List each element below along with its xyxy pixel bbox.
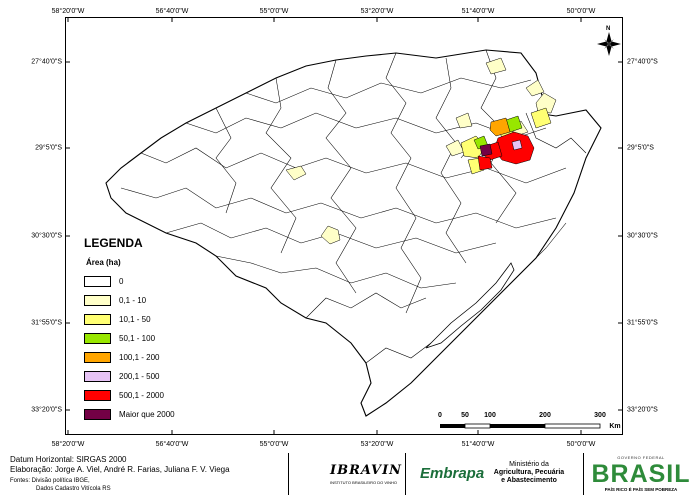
coord-right-2: 29°5'0"S — [627, 144, 654, 152]
ibravin-logo: IBRAVIN — [330, 463, 403, 478]
legend-item: 0,1 - 10 — [84, 294, 146, 307]
frame-ticks — [66, 18, 622, 434]
legend-item: 500,1 - 2000 — [84, 389, 164, 402]
coord-right-5: 33°20'0"S — [627, 406, 658, 414]
legend-label: 200,1 - 500 — [119, 372, 160, 381]
coord-right-3: 30°30'0"S — [627, 232, 658, 240]
coord-top-5: 51°40'0"W — [461, 8, 495, 15]
legend-item: 50,1 - 100 — [84, 332, 155, 345]
source-text-1: Fontes: Divisão política IBGE, — [10, 478, 90, 484]
coord-left-2: 29°5'0"S — [35, 144, 62, 152]
credits-text: Elaboração: Jorge A. Viel, André R. Fari… — [10, 465, 230, 474]
coord-right-4: 31°55'0"S — [627, 319, 658, 327]
legend-label: Maior que 2000 — [119, 410, 175, 419]
footer-separator-1 — [288, 453, 289, 495]
gov-federal-label: GOVERNO FEDERAL — [617, 455, 665, 460]
legend-swatch — [84, 390, 111, 401]
coord-bottom-1: 58°20'0"W — [51, 441, 85, 448]
coord-right-1: 27°40'0"S — [627, 58, 658, 66]
ministry-logo: Ministério da Agricultura, Pecuária e Ab… — [488, 461, 570, 485]
legend-label: 10,1 - 50 — [119, 315, 151, 324]
legend-label: 0,1 - 10 — [119, 296, 147, 305]
scale-label-0: 0 — [438, 412, 442, 419]
footer-separator-3 — [583, 453, 584, 495]
legend-item: 200,1 - 500 — [84, 370, 159, 383]
coord-bottom-5: 51°40'0"W — [461, 441, 495, 448]
lilac-areas — [511, 139, 523, 151]
coord-left-1: 27°40'0"S — [31, 58, 62, 66]
legend-label: 100,1 - 200 — [119, 353, 160, 362]
embrapa-logo: Embrapa — [420, 465, 485, 482]
orange-areas — [489, 117, 511, 137]
legend-item: 100,1 - 200 — [84, 351, 159, 364]
coord-left-5: 33°20'0"S — [31, 406, 62, 414]
scale-label-100: 100 — [484, 412, 496, 419]
scale-label-50: 50 — [461, 412, 469, 419]
legend-subtitle: Área (ha) — [86, 258, 121, 267]
legend-swatch — [84, 314, 111, 325]
legend-swatch — [84, 352, 111, 363]
map-canvas: N — [66, 18, 622, 434]
coord-bottom-2: 56°40'0"W — [155, 441, 189, 448]
brasil-slogan: PAÍS RICO É PAÍS SEM POBREZA — [604, 487, 678, 492]
coord-bottom-6: 50°0'0"W — [566, 441, 596, 448]
coord-bottom-4: 53°20'0"W — [360, 441, 394, 448]
scale-bar-graphic — [440, 423, 601, 429]
ministry-line-1: Ministério da — [509, 461, 549, 468]
legend-swatch — [84, 409, 111, 420]
brasil-logo: BRASIL — [591, 460, 691, 488]
coord-top-1: 58°20'0"W — [51, 8, 85, 15]
scale-label-300: 300 — [594, 412, 606, 419]
north-arrow-icon: N — [597, 26, 621, 56]
legend-label: 0 — [119, 277, 124, 286]
legend-label: 50,1 - 100 — [119, 334, 156, 343]
datum-text: Datum Horizontal: SIRGAS 2000 — [10, 455, 127, 464]
legend-item: Maior que 2000 — [84, 408, 175, 421]
footer: Datum Horizontal: SIRGAS 2000 Elaboração… — [0, 453, 700, 495]
legend-swatch — [84, 333, 111, 344]
legend-label: 500,1 - 2000 — [119, 391, 164, 400]
coord-bottom-3: 55°0'0"W — [259, 441, 289, 448]
state-outline — [105, 49, 602, 417]
north-label: N — [606, 26, 610, 32]
ministry-line-3: e Abastecimento — [501, 477, 557, 484]
legend-swatch — [84, 295, 111, 306]
coord-left-4: 31°55'0"S — [31, 319, 62, 327]
legend-swatch — [84, 276, 111, 287]
coord-left-3: 30°30'0"S — [31, 232, 62, 240]
ibravin-logo-subtitle: INSTITUTO BRASILEIRO DO VINHO — [330, 480, 398, 485]
legend-item: 0 — [84, 275, 123, 288]
coord-top-3: 55°0'0"W — [259, 8, 289, 15]
legend-swatch — [84, 371, 111, 382]
lagoa-dos-patos — [425, 262, 515, 349]
legend-title: LEGENDA — [84, 236, 143, 250]
scale-unit: Km — [609, 423, 621, 430]
coord-top-4: 53°20'0"W — [360, 8, 394, 15]
coord-top-2: 56°40'0"W — [155, 8, 189, 15]
ministry-line-2: Agricultura, Pecuária — [493, 469, 565, 476]
red-areas — [477, 131, 535, 171]
coord-top-6: 50°0'0"W — [566, 8, 596, 15]
legend-item: 10,1 - 50 — [84, 313, 151, 326]
purple-areas — [479, 143, 493, 157]
scale-label-200: 200 — [539, 412, 551, 419]
source-text-2: Dados Cadastro Vitícola RS — [36, 486, 111, 492]
footer-separator-2 — [405, 453, 406, 495]
